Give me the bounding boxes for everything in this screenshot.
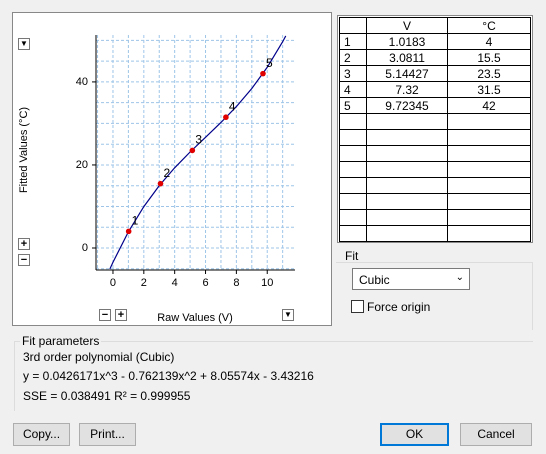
cell — [366, 113, 448, 130]
checkbox[interactable] — [351, 300, 364, 313]
plot-panel — [12, 12, 332, 326]
cell — [366, 145, 448, 162]
cell — [366, 161, 448, 178]
fit-group — [336, 262, 533, 330]
fit-parameters-group — [14, 341, 533, 411]
cell — [447, 161, 531, 178]
x-tick-label: 0 — [110, 277, 116, 289]
cell: 15.5 — [447, 49, 531, 66]
combo-text: Cubic — [359, 273, 390, 287]
point-label: 3 — [195, 133, 202, 147]
point-label: 1 — [132, 214, 139, 228]
cancel-button[interactable]: Cancel — [460, 423, 532, 446]
cell: 23.5 — [447, 65, 531, 82]
cell — [447, 209, 531, 226]
data-point — [260, 70, 266, 77]
data-point — [223, 114, 229, 121]
data-point — [189, 147, 196, 154]
cell — [366, 225, 448, 242]
cell: 1.0183 — [366, 33, 448, 50]
cell — [447, 177, 531, 194]
cell — [339, 113, 367, 130]
copy-button[interactable]: Copy... — [13, 423, 70, 446]
cell: 7.32 — [366, 81, 448, 98]
cell — [339, 145, 367, 162]
cell: 5.14427 — [366, 65, 448, 82]
header-cell: °C — [447, 17, 531, 34]
cell: 42 — [447, 97, 531, 114]
x-tick-label: 4 — [172, 277, 178, 289]
plot-menu[interactable]: ▼ — [18, 38, 30, 50]
cell: 31.5 — [447, 81, 531, 98]
cell — [447, 225, 531, 242]
checkbox-label: Force origin — [367, 300, 431, 314]
cell — [339, 17, 367, 34]
cell — [339, 209, 367, 226]
x-axis-label: Raw Values (V) — [157, 312, 233, 324]
cell: 3.0811 — [366, 49, 448, 66]
cell — [339, 225, 367, 242]
data-point — [125, 228, 132, 235]
zoom-out-x[interactable]: − — [99, 309, 111, 321]
y-tick-label: 0 — [82, 242, 88, 254]
data-table: V °C 1 1.0183 4 2 3.0811 15.5 3 5.14427 23.5 4 7.32… — [339, 17, 531, 242]
x-tick-label: 2 — [141, 277, 147, 289]
y-tick-label: 40 — [76, 76, 88, 88]
point-label: 2 — [163, 166, 170, 180]
cell — [366, 177, 448, 194]
cell — [339, 129, 367, 146]
cell — [366, 129, 448, 146]
zoom-out-y[interactable]: − — [18, 254, 30, 266]
ok-button[interactable]: OK — [380, 423, 449, 446]
group-label: Fit parameters — [20, 334, 102, 348]
print-button[interactable]: Print... — [79, 423, 136, 446]
zoom-in-y[interactable]: + — [18, 238, 30, 250]
cell: 3 — [339, 65, 367, 82]
cell — [447, 113, 531, 130]
x-tick-label: 6 — [202, 277, 208, 289]
cell — [339, 161, 367, 178]
x-menu[interactable]: ▼ — [282, 309, 294, 321]
model-text: 3rd order polynomial (Cubic) — [23, 350, 175, 364]
point-label: 4 — [229, 99, 236, 113]
chart: Fitted Values (°C) Raw Values (V) 0 2 4 6 8 1… — [18, 35, 295, 324]
fit-curve — [109, 35, 287, 270]
cell — [339, 177, 367, 194]
point-label: 5 — [266, 56, 273, 70]
zoom-in-x[interactable]: + — [115, 309, 127, 321]
fit-combo[interactable]: Cubic ⌄ — [352, 268, 470, 290]
cell — [447, 129, 531, 146]
x-tick-label: 8 — [233, 277, 239, 289]
data-point — [157, 180, 164, 187]
combo-arrow: ⌄ — [455, 272, 464, 283]
cell: 1 — [339, 33, 367, 50]
cell: 4 — [339, 81, 367, 98]
cell — [339, 193, 367, 210]
equation-text: y = 0.0426171x^3 - 0.762139x^2 + 8.05574… — [23, 369, 314, 383]
cell — [366, 209, 448, 226]
header-cell: V — [366, 17, 448, 34]
stats-text: SSE = 0.038491 R² = 0.999955 — [23, 389, 191, 403]
cell: 9.72345 — [366, 97, 448, 114]
cell — [447, 145, 531, 162]
cell — [366, 193, 448, 210]
data-table-panel: V °C 1 1.0183 4 2 3.0811 15.5 3 5.14427 23.5 4 7.32… — [337, 15, 533, 243]
cell — [447, 193, 531, 210]
cell: 5 — [339, 97, 367, 114]
group-label: Fit — [345, 249, 359, 263]
y-tick-label: 20 — [76, 159, 88, 171]
cell: 2 — [339, 49, 367, 66]
cell: 4 — [447, 33, 531, 50]
y-axis-label: Fitted Values (°C) — [18, 107, 30, 193]
x-tick-label: 10 — [261, 277, 273, 289]
